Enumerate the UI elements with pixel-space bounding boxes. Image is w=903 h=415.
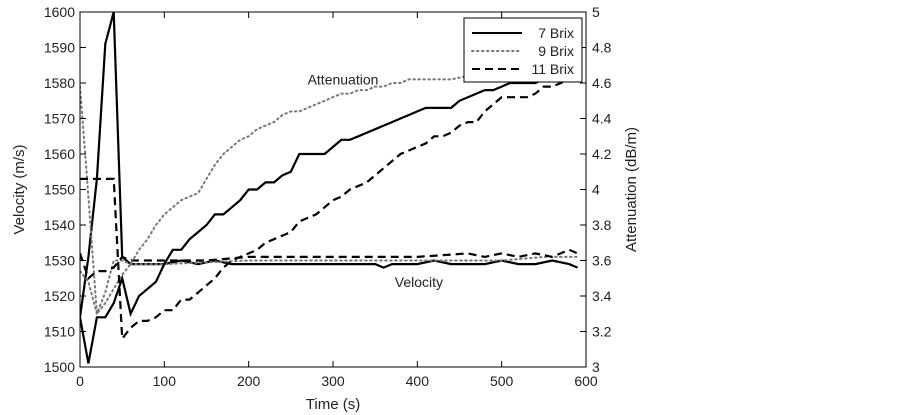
series-velocity-11-brix: [80, 248, 579, 281]
x-tick-label: 400: [406, 373, 430, 389]
y-left-tick-label: 1510: [44, 324, 75, 340]
y-left-tick-label: 1550: [44, 182, 75, 198]
y-right-tick-label: 4.4: [592, 111, 612, 127]
y-left-tick-label: 1500: [44, 359, 75, 375]
x-tick-label: 200: [237, 373, 261, 389]
y-right-tick-label: 3.4: [592, 288, 612, 304]
y-right-tick-label: 3.2: [592, 324, 612, 340]
y-right-tick-label: 3.6: [592, 253, 612, 269]
y-right-tick-label: 4: [592, 182, 600, 198]
x-tick-label: 500: [490, 373, 514, 389]
label-layer: Time (s) Velocity (m/s) Attenuation (dB/…: [11, 127, 640, 413]
annotation-layer: Attenuation Velocity: [308, 71, 443, 289]
y-right-tick-label: 4.8: [592, 40, 612, 56]
legend: 7 Brix 9 Brix 11 Brix: [463, 17, 583, 83]
annotation-attenuation: Attenuation: [308, 71, 379, 87]
y-right-tick-label: 4.6: [592, 75, 612, 91]
axes-layer: 0 100 200 300 400 500 600 1500 1510 1520 1530 1540 1…: [44, 4, 612, 389]
x-tick-label: 300: [321, 373, 345, 389]
y-left-tick-label: 1600: [44, 4, 75, 20]
x-axis-label: Time (s): [306, 396, 360, 413]
annotation-velocity: Velocity: [395, 274, 443, 290]
series-attenuation-9-brix: [80, 67, 503, 317]
y-left-tick-label: 1580: [44, 75, 75, 91]
y-right-tick-label: 3.8: [592, 217, 612, 233]
y-left-tick-label: 1590: [44, 40, 75, 56]
legend-box: [463, 17, 583, 83]
series-layer: [80, 12, 579, 364]
y-left-tick-label: 1540: [44, 217, 75, 233]
x-tick-label: 600: [574, 373, 598, 389]
y-right-tick-label: 3: [592, 359, 600, 375]
legend-label-7-brix: 7 Brix: [538, 25, 574, 41]
y-left-tick-label: 1520: [44, 288, 75, 304]
x-tick-label: 100: [153, 373, 177, 389]
y-right-tick-label: 4.2: [592, 146, 612, 162]
series-velocity-7-brix: [80, 12, 579, 318]
y-left-tick-label: 1530: [44, 253, 75, 269]
series-attenuation-11-brix: [80, 74, 579, 342]
legend-label-9-brix: 9 Brix: [538, 43, 574, 59]
y-axis-right-label: Attenuation (dB/m): [623, 127, 640, 252]
y-right-tick-label: 5: [592, 4, 600, 20]
y-left-tick-label: 1570: [44, 111, 75, 127]
series-attenuation-7-brix: [80, 71, 579, 364]
legend-label-11-brix: 11 Brix: [531, 61, 574, 77]
y-left-tick-label: 1560: [44, 146, 75, 162]
y-axis-left-label: Velocity (m/s): [11, 144, 28, 234]
x-tick-label: 0: [76, 373, 84, 389]
